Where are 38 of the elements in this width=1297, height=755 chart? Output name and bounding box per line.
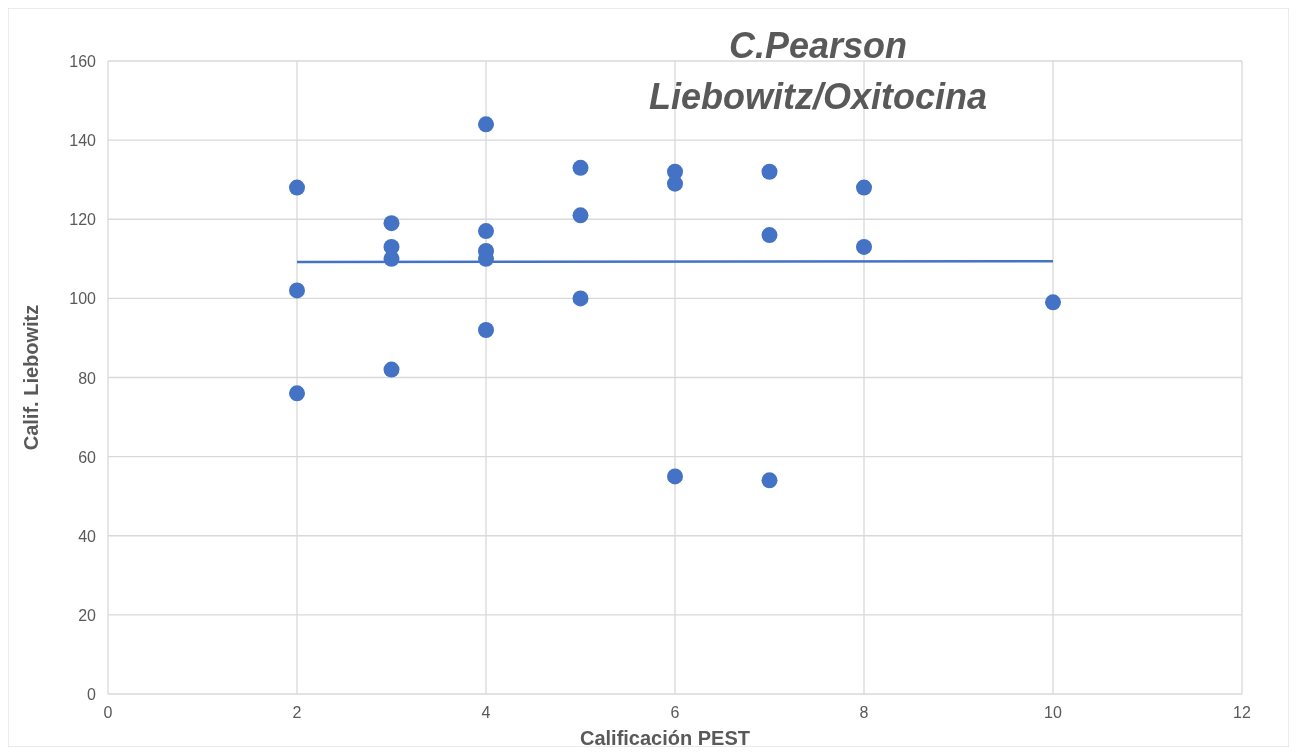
point (478, 322, 494, 339)
x-axis-title: Calificación PEST (579, 727, 751, 749)
point (289, 282, 305, 299)
point (572, 290, 589, 307)
x-tick-label: 12 (1233, 704, 1251, 721)
point (761, 472, 778, 489)
chart-title: C.Pearson Liebowitz/Oxitocina (648, 25, 988, 117)
point (289, 179, 305, 196)
point (761, 227, 778, 244)
y-axis-title: Calif. Liebowitz (20, 304, 42, 451)
point (856, 238, 872, 255)
point (856, 179, 872, 196)
x-tick-label: 4 (481, 704, 491, 721)
y-tick-label: 120 (69, 211, 97, 229)
y-tick-label: 20 (78, 606, 97, 624)
x-tick-label: 2 (292, 704, 302, 721)
point (478, 223, 494, 240)
y-tick-label: 60 (78, 448, 97, 466)
y-tick-label: 140 (69, 132, 97, 150)
point (761, 163, 778, 180)
point (383, 361, 400, 378)
point (667, 468, 683, 485)
point (478, 116, 494, 133)
y-tick-label: 0 (87, 686, 97, 703)
point (289, 385, 305, 402)
x-tick-label: 6 (670, 704, 680, 721)
y-tick-label: 100 (69, 290, 97, 308)
point (572, 207, 589, 224)
y-tick-label: 160 (69, 53, 97, 70)
x-tick-label: 8 (859, 704, 869, 721)
x-tick-label: 10 (1044, 704, 1062, 721)
y-tick-label: 40 (78, 527, 97, 545)
point (383, 215, 400, 232)
point (667, 175, 683, 192)
point (1045, 294, 1061, 311)
x-tick-label: 0 (103, 704, 113, 721)
point (572, 159, 589, 176)
y-tick-label: 80 (78, 369, 97, 387)
